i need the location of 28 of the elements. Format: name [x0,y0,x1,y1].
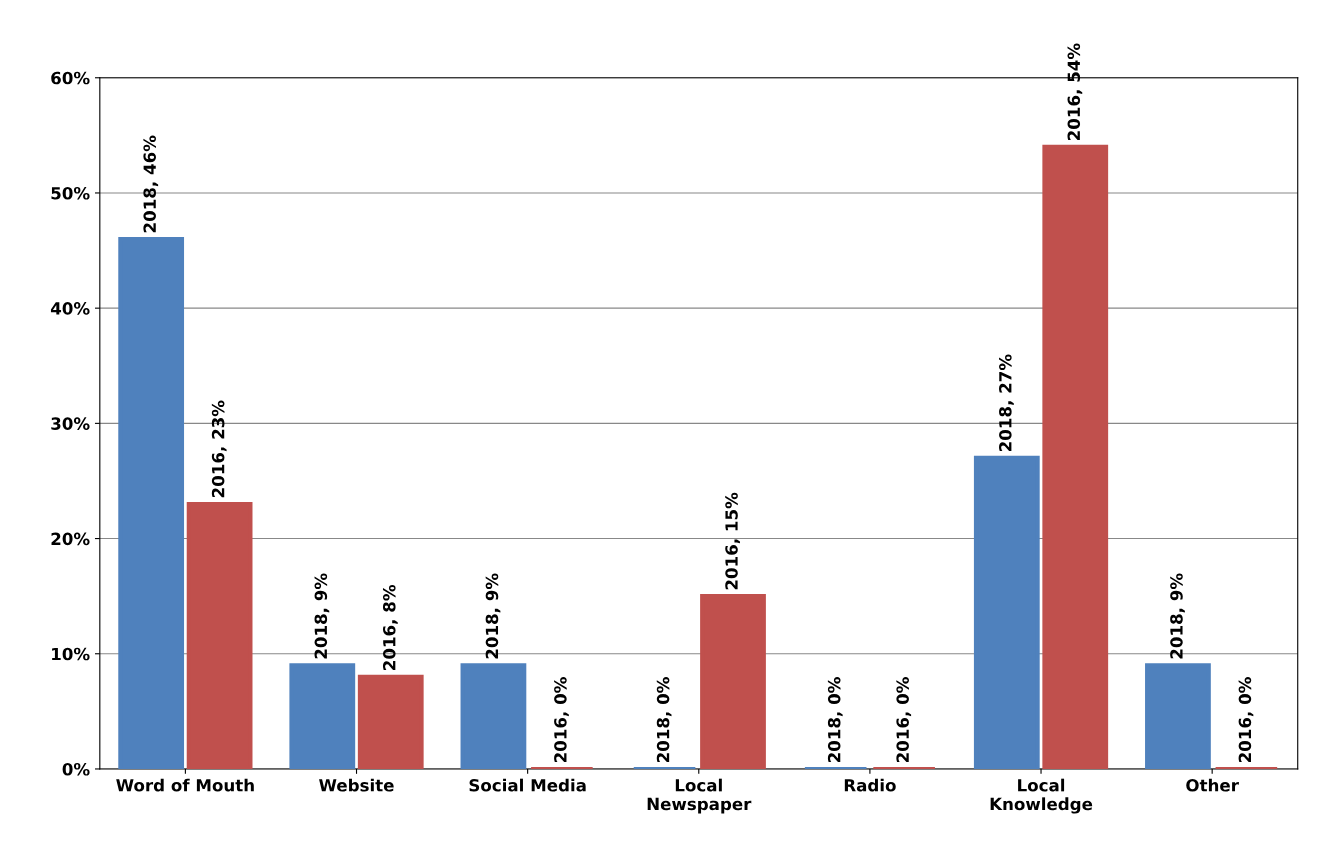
x-tick-label: Website [319,778,394,792]
data-label: 2018, 9% [314,573,330,659]
data-label: 2016, 8% [382,584,398,670]
data-label: 2016, 0% [1238,677,1254,763]
y-tick-label: 20% [51,532,90,546]
x-tick-label: Local Knowledge [990,778,1093,814]
x-tick-label: Other [1186,778,1239,792]
data-label: 2016, 15% [725,492,740,590]
y-tick-label: 50% [51,186,90,200]
x-tick-label: Radio [844,778,896,792]
data-label: 2018, 27% [999,354,1014,452]
data-label: 2018, 0% [827,677,843,763]
x-tick-label: Word of Mouth [116,778,254,792]
data-label: 2018, 0% [656,677,672,763]
y-tick-label: 10% [52,647,90,661]
data-label: 2016, 0% [554,677,569,763]
y-tick-label: 0% [62,762,90,776]
x-tick-label: Social Media [469,778,586,792]
y-tick-label: 60% [51,71,90,85]
y-tick-label: 40% [50,302,90,315]
y-tick-label: 30% [51,417,90,430]
data-label: 2018, 9% [1170,573,1185,659]
data-label: 2016, 23% [211,400,227,498]
data-label: 2018, 46% [143,135,159,233]
data-label: 2018, 9% [485,573,501,659]
data-label: 2016, 54% [1067,43,1083,141]
data-label: 2016, 0% [896,677,912,763]
x-tick-label: Local Newspaper [647,778,752,814]
